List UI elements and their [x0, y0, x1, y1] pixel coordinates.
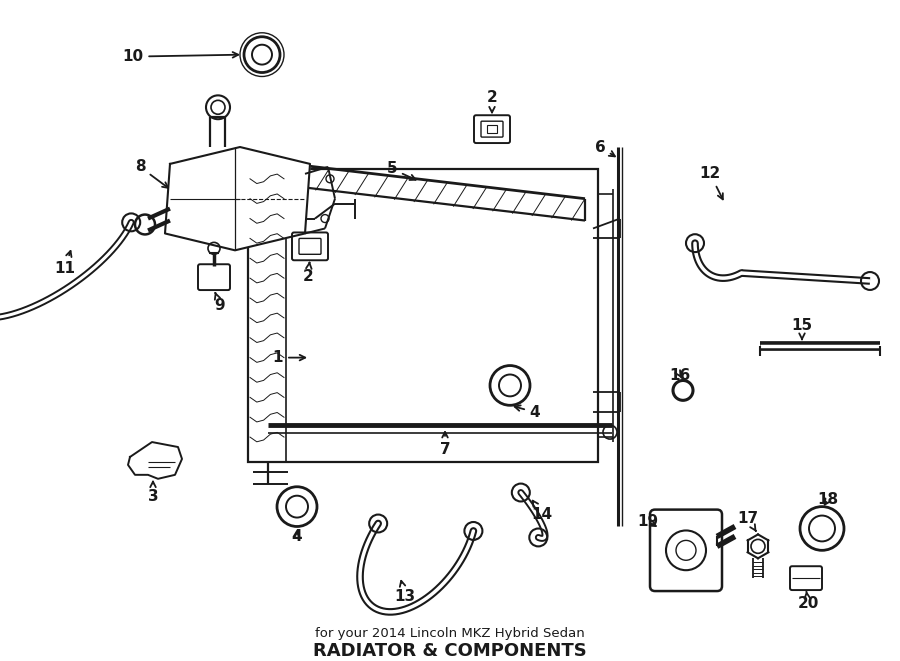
Text: 14: 14	[531, 500, 553, 522]
Polygon shape	[128, 442, 182, 479]
Text: 3: 3	[148, 482, 158, 504]
Text: 2: 2	[302, 262, 313, 284]
Text: 13: 13	[394, 581, 416, 603]
Text: 4: 4	[292, 529, 302, 544]
Text: 10: 10	[122, 49, 238, 64]
Bar	[487, 125, 497, 133]
Text: 5: 5	[387, 161, 416, 180]
Text: 20: 20	[797, 591, 819, 611]
Text: 1: 1	[273, 350, 305, 365]
Text: 4: 4	[515, 405, 540, 420]
Text: 11: 11	[55, 251, 76, 276]
Text: 2: 2	[487, 90, 498, 112]
Text: 7: 7	[440, 432, 450, 457]
Text: 15: 15	[791, 319, 813, 339]
Text: RADIATOR & COMPONENTS: RADIATOR & COMPONENTS	[313, 642, 587, 660]
Polygon shape	[165, 147, 310, 251]
Text: 8: 8	[135, 159, 168, 188]
Bar	[248, 169, 598, 462]
Text: 9: 9	[215, 293, 225, 313]
Text: 16: 16	[670, 368, 690, 383]
Text: 6: 6	[595, 139, 615, 157]
Text: for your 2014 Lincoln MKZ Hybrid Sedan: for your 2014 Lincoln MKZ Hybrid Sedan	[315, 627, 585, 641]
Text: 12: 12	[699, 167, 723, 200]
Text: 19: 19	[637, 514, 659, 529]
Text: 18: 18	[817, 492, 839, 507]
Text: 17: 17	[737, 511, 759, 531]
